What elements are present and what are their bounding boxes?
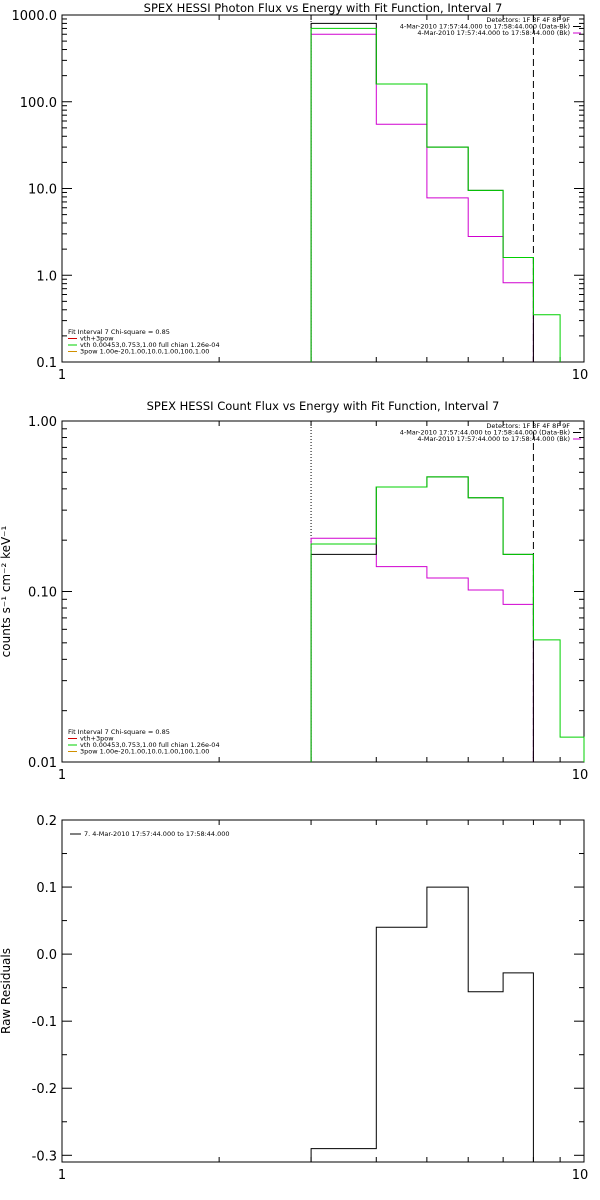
x-tick-label: 10 <box>572 768 589 783</box>
legend-entry: Detectors: 1F 3F 4F 8F 9F <box>486 16 570 24</box>
y-tick-label: -0.2 <box>32 1082 57 1097</box>
legend-entry: Fit Interval 7 Chi-square = 0.85 <box>68 328 170 336</box>
y-tick-label: 0.10 <box>28 586 57 601</box>
legend-entry: 4-Mar-2010 17:57:44.000 to 17:58:44.000 … <box>400 23 570 31</box>
series-data-bk <box>310 22 534 362</box>
y-tick-label: 0.1 <box>36 356 57 371</box>
y-tick-label: 1000.0 <box>12 9 58 24</box>
legend-entry: 3pow 1.00e-20,1.00,10.0,1.00,100,1.00 <box>80 348 209 356</box>
y-tick-label: 1.00 <box>28 415 57 430</box>
y-tick-label: 0.2 <box>36 814 57 829</box>
y-tick-label: 100.0 <box>20 96 57 111</box>
y-axis-label: Raw Residuals <box>0 948 13 1034</box>
legend-entry: vth 0.00453,0.753,1.00 full chian 1.26e-… <box>80 741 220 749</box>
legend-entry: 4-Mar-2010 17:57:44.000 to 17:58:44.000 … <box>417 435 570 443</box>
x-tick-label: 10 <box>572 1168 589 1183</box>
y-tick-label: 1.0 <box>36 269 57 284</box>
y-tick-label: 0.0 <box>36 948 57 963</box>
y-tick-label: 10.0 <box>28 183 57 198</box>
y-tick-label: 0.1 <box>36 881 57 896</box>
series-vth <box>310 27 561 362</box>
x-tick-label: 1 <box>58 368 66 383</box>
series-vth <box>310 476 585 762</box>
legend-entry: Fit Interval 7 Chi-square = 0.85 <box>68 728 170 736</box>
chart-title: SPEX HESSI Count Flux vs Energy with Fit… <box>147 399 500 413</box>
y-tick-label: -0.1 <box>32 1015 57 1030</box>
chart-title: SPEX HESSI Photon Flux vs Energy with Fi… <box>144 1 503 15</box>
plot-frame <box>61 14 585 363</box>
plot-frame <box>61 420 585 763</box>
x-tick-label: 10 <box>572 368 589 383</box>
legend-entry: 3pow 1.00e-20,1.00,10.0,1.00,100,1.00 <box>80 748 209 756</box>
series-bk <box>310 33 534 362</box>
x-tick-label: 1 <box>58 1168 66 1183</box>
legend-entry: vth+3pow <box>80 335 114 343</box>
y-tick-label: 0.01 <box>28 756 57 771</box>
plot-frame <box>61 819 585 1163</box>
y-tick-label: -0.3 <box>32 1149 57 1164</box>
series-7 <box>310 886 534 1162</box>
legend-entry: vth 0.00453,0.753,1.00 full chian 1.26e-… <box>80 341 220 349</box>
legend-entry: 7. 4-Mar-2010 17:57:44.000 to 17:58:44.0… <box>84 830 230 838</box>
chart-panel-2: SPEX HESSI Count Flux vs Energy with Fit… <box>0 399 588 783</box>
legend-entry: vth+3pow <box>80 735 114 743</box>
legend-entry: Detectors: 1F 3F 4F 8F 9F <box>486 422 570 430</box>
x-tick-label: 1 <box>58 768 66 783</box>
chart-panel-3: Raw Residuals 1 10 0.2 0.1 0.0 -0.1 -0.2 -0.3 7. … <box>0 814 588 1183</box>
series-data-bk <box>310 476 534 762</box>
series-bk <box>310 537 534 762</box>
chart-panel-1: SPEX HESSI Photon Flux vs Energy with Fi… <box>12 1 589 383</box>
y-axis-label: counts s⁻¹ cm⁻² keV⁻¹ <box>0 525 13 657</box>
legend-entry: 4-Mar-2010 17:57:44.000 to 17:58:44.000 … <box>417 29 570 37</box>
legend-entry: 4-Mar-2010 17:57:44.000 to 17:58:44.000 … <box>400 429 570 437</box>
